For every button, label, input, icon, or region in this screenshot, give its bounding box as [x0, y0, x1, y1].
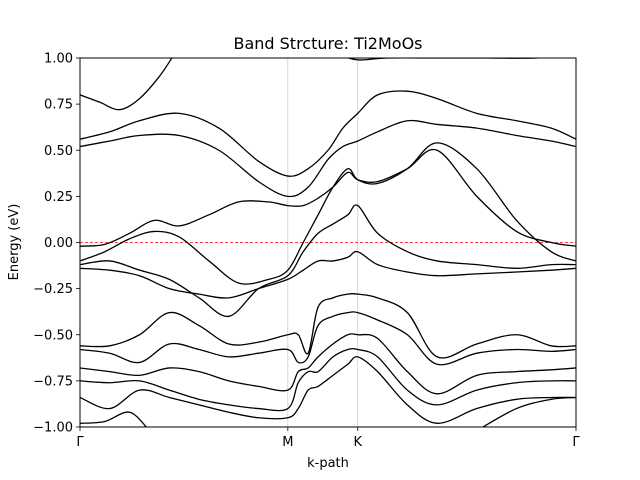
band-line-2 [80, 119, 576, 198]
y-tick-label: 1.00 [44, 52, 73, 67]
y-tick-label: −0.75 [33, 374, 73, 389]
band-line-12 [80, 411, 148, 427]
y-tick-label: −0.50 [33, 328, 73, 343]
y-tick-label: 0.50 [44, 144, 73, 159]
band-line-5 [80, 204, 576, 317]
band-line-3 [80, 148, 576, 247]
band-line-0 [80, 58, 173, 111]
x-tick-label: M [282, 435, 293, 450]
band-line-6 [80, 250, 576, 299]
y-tick-label: 0.00 [44, 236, 73, 251]
band-line-10 [80, 347, 576, 412]
y-axis-ticks: −1.00 −0.75 −0.50 −0.25 0.00 0.25 0.50 0.75 1.00 [33, 52, 80, 436]
band-line-14 [346, 58, 547, 61]
x-tick-label: K [353, 435, 362, 450]
band-line-7 [80, 293, 576, 359]
band-line-9 [80, 333, 576, 395]
x-axis-label: k-path [307, 456, 349, 471]
x-tick-label: Γ [572, 435, 580, 450]
x-tick-label: Γ [76, 435, 84, 450]
y-tick-label: 0.75 [44, 98, 73, 113]
band-line-8 [80, 311, 576, 366]
band-line-4 [80, 142, 576, 285]
y-tick-label: −1.00 [33, 421, 73, 436]
band-line-1 [80, 90, 576, 177]
band-lines [80, 58, 576, 427]
chart-title: Band Strcture: Ti2MoOs [233, 34, 422, 53]
band-line-11 [80, 356, 576, 424]
y-tick-label: 0.25 [44, 190, 73, 205]
y-tick-label: −0.25 [33, 282, 73, 297]
band-line-13 [481, 396, 576, 427]
y-axis-label: Energy (eV) [7, 204, 22, 281]
